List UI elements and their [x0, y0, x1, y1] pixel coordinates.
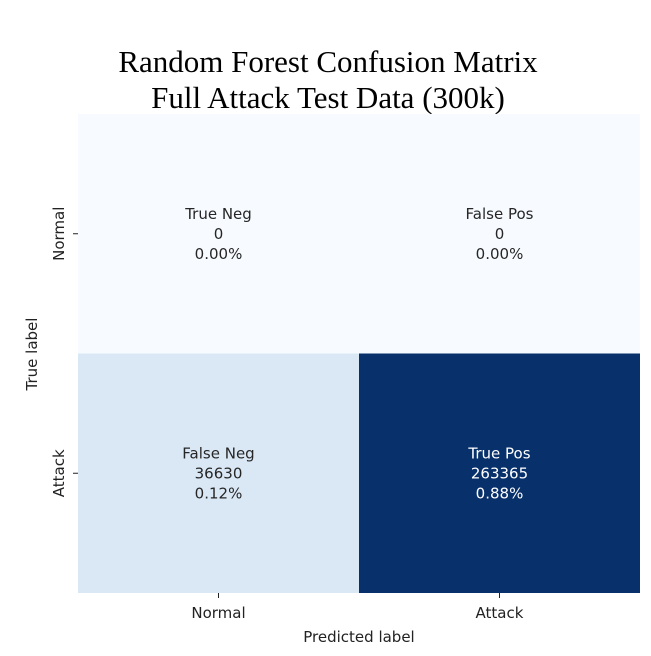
- y-tick-label: Normal: [50, 207, 68, 261]
- cell-label: False Pos: [466, 205, 534, 223]
- y-axis-label: True label: [23, 318, 41, 392]
- heatmap-cells: True Neg 0 0.00% False Pos 0 0.00% False Neg 36…: [78, 114, 640, 593]
- y-tick-label: Attack: [50, 449, 68, 497]
- x-axis-label: Predicted label: [303, 628, 414, 646]
- axis-ticks: Normal Attack Normal Attack: [50, 207, 524, 622]
- cell-percent: 0.12%: [195, 484, 243, 502]
- heatmap-cell: [359, 353, 640, 593]
- cell-label: True Neg: [184, 205, 252, 223]
- heatmap-cell: [78, 114, 359, 354]
- cell-label: True Pos: [467, 444, 530, 462]
- cell-count: 0: [495, 225, 505, 243]
- cell-count: 36630: [195, 464, 243, 482]
- x-tick-label: Attack: [476, 604, 524, 622]
- chart-title-line-2: Full Attack Test Data (300k): [151, 80, 505, 115]
- cell-count: 263365: [471, 464, 528, 482]
- cell-percent: 0.00%: [195, 245, 243, 263]
- cell-label: False Neg: [182, 444, 254, 462]
- cell-count: 0: [214, 225, 224, 243]
- heatmap-cell: [359, 114, 640, 354]
- heatmap-cell: [78, 353, 359, 593]
- chart-title-line-1: Random Forest Confusion Matrix: [118, 44, 538, 79]
- cell-percent: 0.00%: [476, 245, 524, 263]
- x-tick-label: Normal: [191, 604, 245, 622]
- cell-percent: 0.88%: [476, 484, 524, 502]
